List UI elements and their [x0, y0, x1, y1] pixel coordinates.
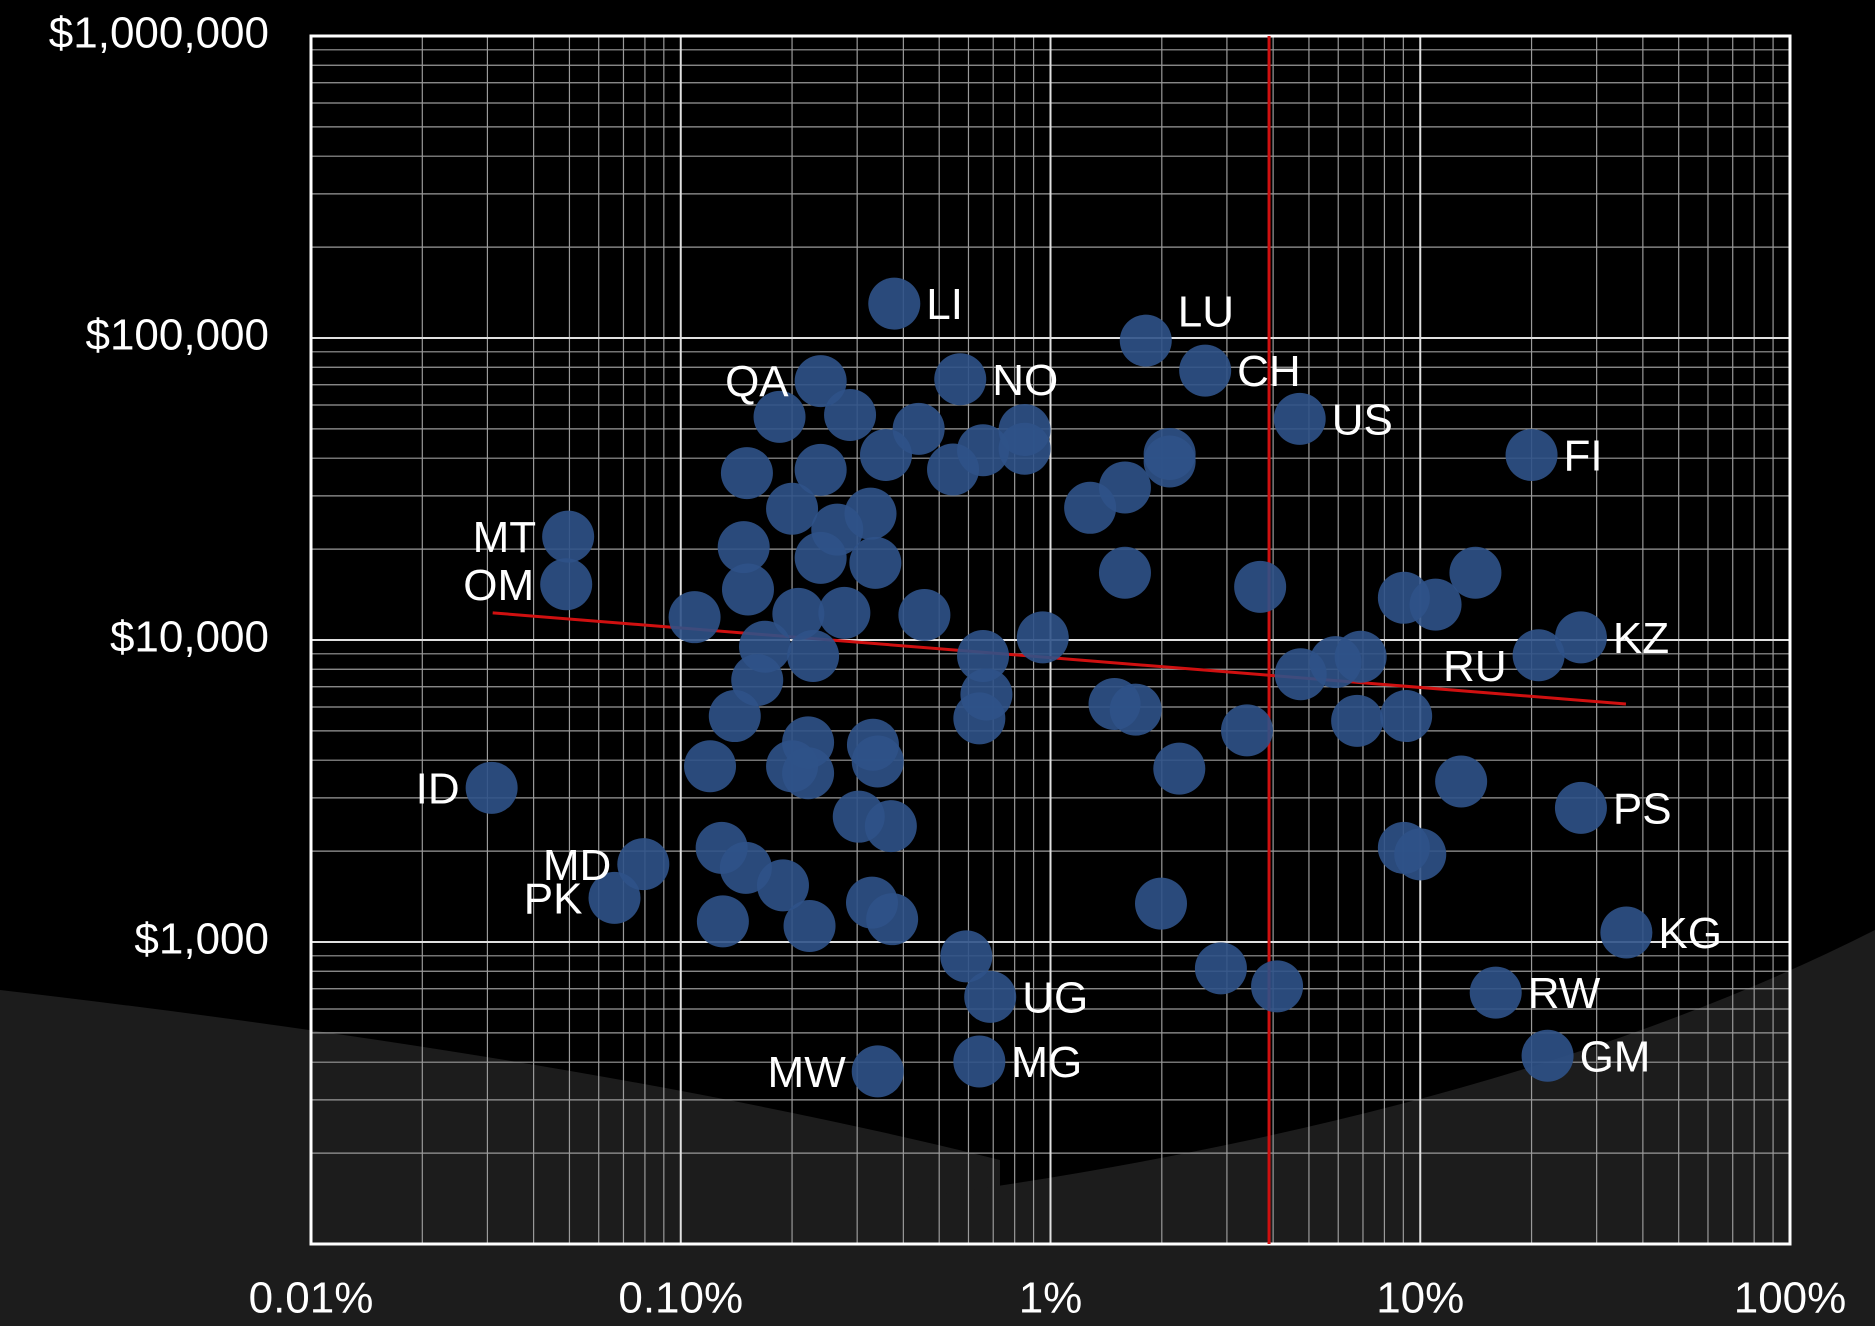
- data-point: [940, 930, 992, 982]
- point-label: MT: [473, 513, 537, 562]
- point-label: RW: [1528, 969, 1601, 1018]
- data-point: [849, 537, 901, 589]
- data-point: [818, 587, 870, 639]
- data-point: [1221, 704, 1273, 756]
- data-point: [999, 423, 1051, 475]
- data-point: [1135, 878, 1187, 930]
- data-point: [697, 895, 749, 947]
- data-point: [860, 429, 912, 481]
- point-label: LI: [926, 280, 963, 329]
- data-point: [866, 893, 918, 945]
- y-tick-label: $10,000: [110, 613, 269, 662]
- point-label: US: [1332, 395, 1393, 444]
- data-point: [684, 740, 736, 792]
- point-label: OM: [463, 561, 534, 610]
- data-point: [1274, 393, 1326, 445]
- data-point: [934, 353, 986, 405]
- point-label: MW: [768, 1048, 847, 1097]
- data-point: [1331, 695, 1383, 747]
- point-label: PS: [1613, 785, 1672, 834]
- x-tick-label: 1%: [1019, 1274, 1083, 1323]
- data-point: [1179, 345, 1231, 397]
- data-point: [1513, 629, 1565, 681]
- data-point: [1335, 631, 1387, 683]
- data-point: [1522, 1030, 1574, 1082]
- point-label: UG: [1022, 974, 1088, 1023]
- data-point: [1506, 429, 1558, 481]
- y-tick-label: $100,000: [85, 311, 269, 360]
- x-tick-label: 100%: [1734, 1274, 1847, 1323]
- point-label: GM: [1580, 1032, 1651, 1081]
- data-point: [868, 278, 920, 330]
- point-label: ID: [416, 764, 460, 813]
- point-label: PK: [524, 874, 583, 923]
- y-tick-label: $1,000,000: [49, 9, 269, 58]
- data-point: [1234, 561, 1286, 613]
- data-point: [1394, 828, 1446, 880]
- y-tick-label: $1,000: [134, 915, 269, 964]
- data-point: [466, 762, 518, 814]
- data-point: [766, 483, 818, 535]
- data-point: [542, 511, 594, 563]
- data-point: [1251, 960, 1303, 1012]
- data-point: [787, 630, 839, 682]
- data-point: [852, 1045, 904, 1097]
- data-point: [709, 690, 761, 742]
- data-point: [1153, 743, 1205, 795]
- data-point: [1144, 435, 1196, 487]
- data-point: [784, 900, 836, 952]
- chart: 0.01% 0.10% 1% 10% 100% $1,000 $10,000 $100,000…: [0, 0, 1875, 1326]
- data-point: [898, 589, 950, 641]
- data-point: [1435, 755, 1487, 807]
- point-label: FI: [1564, 432, 1603, 481]
- data-point: [953, 1036, 1005, 1088]
- data-point: [824, 389, 876, 441]
- data-point: [669, 591, 721, 643]
- data-point: [1195, 942, 1247, 994]
- data-point: [1110, 684, 1162, 736]
- point-label: NO: [992, 356, 1058, 405]
- point-label: CH: [1237, 347, 1301, 396]
- data-point: [795, 532, 847, 584]
- data-point: [1555, 782, 1607, 834]
- data-point: [1380, 690, 1432, 742]
- point-label: KG: [1658, 909, 1722, 958]
- data-point: [722, 563, 774, 615]
- point-label: KZ: [1613, 614, 1669, 663]
- point-label: RU: [1443, 642, 1507, 691]
- data-point: [1120, 315, 1172, 367]
- point-label: QA: [725, 358, 789, 407]
- data-point: [782, 747, 834, 799]
- data-point: [1410, 579, 1462, 631]
- x-tick-label: 0.10%: [618, 1274, 743, 1323]
- x-tick-label: 0.01%: [249, 1274, 374, 1323]
- data-point: [852, 735, 904, 787]
- point-label: LU: [1178, 287, 1234, 336]
- data-point: [721, 447, 773, 499]
- point-label: MG: [1011, 1038, 1082, 1087]
- data-point: [540, 558, 592, 610]
- data-point: [1017, 611, 1069, 663]
- data-point: [1099, 547, 1151, 599]
- data-point: [953, 692, 1005, 744]
- x-tick-label: 10%: [1376, 1274, 1464, 1323]
- data-point: [1470, 967, 1522, 1019]
- data-point: [1600, 907, 1652, 959]
- data-point: [1064, 482, 1116, 534]
- data-point: [865, 800, 917, 852]
